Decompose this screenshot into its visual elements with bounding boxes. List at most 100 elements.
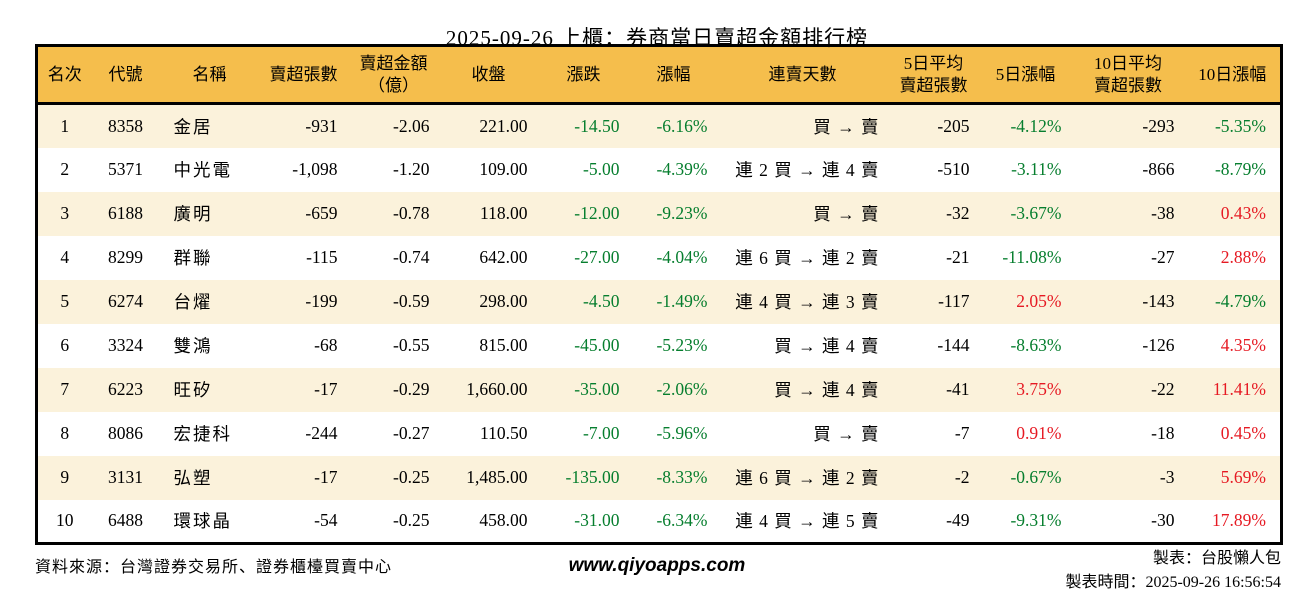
- cell-pct10: 2.88%: [1184, 235, 1282, 280]
- maker-label: 製表：台股懶人包: [1152, 550, 1281, 567]
- cell-pct10: 0.45%: [1184, 411, 1282, 456]
- cell-code: 8358: [91, 103, 160, 148]
- cell-close: 221.00: [439, 103, 538, 148]
- cell-pct10: 17.89%: [1184, 499, 1282, 544]
- cell-rank: 3: [36, 191, 92, 236]
- cell-net_sell_amount: -0.59: [347, 279, 440, 324]
- cell-avg5: -21: [887, 235, 980, 280]
- cell-change: -45.00: [537, 323, 630, 368]
- cell-net_sell_lots: -68: [259, 323, 348, 368]
- broker-net-sell-ranking-table: 名次 代號 名稱 賣超張數 賣超金額 （億） 收盤 漲跌 漲幅 連賣天數 5日平均 賣超張數 5日漲…: [35, 44, 1283, 545]
- table-row: 7 6223 旺矽 -17 -0.29 1,660.00 -35.00 -2.06% 買 → 連…: [36, 367, 1282, 412]
- cell-net_sell_amount: -1.20: [347, 147, 440, 192]
- cell-change: -14.50: [537, 103, 630, 148]
- cell-close: 1,660.00: [439, 367, 538, 412]
- cell-net_sell_amount: -0.74: [347, 235, 440, 280]
- cell-pct5: 0.91%: [979, 411, 1072, 456]
- cell-change_pct: -5.23%: [629, 323, 718, 368]
- table-row: 5 6274 台燿 -199 -0.59 298.00 -4.50 -1.49% 連 4 買 →…: [36, 279, 1282, 324]
- cell-streak: 買 → 賣: [717, 411, 888, 456]
- cell-streak: 買 → 賣: [717, 103, 888, 148]
- cell-rank: 9: [36, 455, 92, 500]
- cell-change_pct: -2.06%: [629, 367, 718, 412]
- made-time-label: 製表時間：2025-09-26 16:56:54: [1065, 574, 1281, 591]
- table-row: 3 6188 廣明 -659 -0.78 118.00 -12.00 -9.23% 買 → 賣-…: [36, 191, 1282, 236]
- cell-change_pct: -5.96%: [629, 411, 718, 456]
- column-header: 漲跌: [537, 45, 630, 105]
- cell-streak: 連 6 買 → 連 2 賣: [717, 455, 888, 500]
- column-header: 5日平均 賣超張數: [887, 45, 980, 105]
- cell-pct10: -8.79%: [1184, 147, 1282, 192]
- cell-streak: 連 6 買 → 連 2 賣: [717, 235, 888, 280]
- cell-pct10: -5.35%: [1184, 103, 1282, 148]
- cell-code: 6223: [91, 367, 160, 412]
- cell-name: 旺矽: [159, 367, 260, 412]
- cell-pct5: -9.31%: [979, 499, 1072, 544]
- cell-code: 6188: [91, 191, 160, 236]
- cell-change_pct: -6.34%: [629, 499, 718, 544]
- data-source-label: 資料來源：台灣證券交易所、證券櫃檯買賣中心: [35, 559, 393, 576]
- cell-change: -35.00: [537, 367, 630, 412]
- cell-pct10: 11.41%: [1184, 367, 1282, 412]
- column-header: 收盤: [439, 45, 538, 105]
- cell-pct5: 3.75%: [979, 367, 1072, 412]
- cell-net_sell_lots: -54: [259, 499, 348, 544]
- cell-change: -27.00: [537, 235, 630, 280]
- cell-avg10: -18: [1071, 411, 1185, 456]
- table-row: 8 8086 宏捷科 -244 -0.27 110.50 -7.00 -5.96% 買 → 賣-…: [36, 411, 1282, 456]
- cell-code: 8299: [91, 235, 160, 280]
- cell-pct5: -11.08%: [979, 235, 1072, 280]
- cell-name: 台燿: [159, 279, 260, 324]
- cell-avg10: -143: [1071, 279, 1185, 324]
- cell-close: 109.00: [439, 147, 538, 192]
- cell-avg10: -22: [1071, 367, 1185, 412]
- column-header: 10日平均 賣超張數: [1071, 45, 1185, 105]
- cell-change: -135.00: [537, 455, 630, 500]
- cell-pct5: -3.11%: [979, 147, 1072, 192]
- stock-table-body: 1 8358 金居 -931 -2.06 221.00 -14.50 -6.16% 買 → 賣-…: [36, 103, 1282, 544]
- cell-streak: 連 2 買 → 連 4 賣: [717, 147, 888, 192]
- cell-streak: 買 → 連 4 賣: [717, 323, 888, 368]
- cell-rank: 1: [36, 103, 92, 148]
- cell-change: -5.00: [537, 147, 630, 192]
- cell-pct5: -4.12%: [979, 103, 1072, 148]
- table-row: 2 5371 中光電 -1,098 -1.20 109.00 -5.00 -4.39% 連 2 …: [36, 147, 1282, 192]
- cell-pct10: -4.79%: [1184, 279, 1282, 324]
- column-header: 名稱: [159, 45, 260, 105]
- cell-change_pct: -8.33%: [629, 455, 718, 500]
- column-header: 10日漲幅: [1184, 45, 1282, 105]
- cell-pct5: 2.05%: [979, 279, 1072, 324]
- website-link[interactable]: www.qiyoapps.com: [568, 555, 746, 576]
- cell-net_sell_lots: -244: [259, 411, 348, 456]
- cell-net_sell_lots: -659: [259, 191, 348, 236]
- cell-change_pct: -4.39%: [629, 147, 718, 192]
- column-header: 5日漲幅: [979, 45, 1072, 105]
- cell-avg10: -3: [1071, 455, 1185, 500]
- cell-net_sell_amount: -0.78: [347, 191, 440, 236]
- cell-change: -7.00: [537, 411, 630, 456]
- cell-change: -4.50: [537, 279, 630, 324]
- cell-pct5: -3.67%: [979, 191, 1072, 236]
- cell-avg10: -866: [1071, 147, 1185, 192]
- cell-name: 雙鴻: [159, 323, 260, 368]
- cell-net_sell_amount: -0.27: [347, 411, 440, 456]
- cell-net_sell_lots: -17: [259, 367, 348, 412]
- cell-avg5: -144: [887, 323, 980, 368]
- cell-rank: 7: [36, 367, 92, 412]
- table-row: 10 6488 環球晶 -54 -0.25 458.00 -31.00 -6.34% 連 4 買…: [36, 499, 1282, 544]
- cell-avg10: -293: [1071, 103, 1185, 148]
- page-title: 2025-09-26 上櫃：券商當日賣超金額排行榜: [445, 26, 869, 50]
- cell-avg10: -126: [1071, 323, 1185, 368]
- cell-code: 6488: [91, 499, 160, 544]
- cell-avg10: -27: [1071, 235, 1185, 280]
- table-row: 9 3131 弘塑 -17 -0.25 1,485.00 -135.00 -8.33% 連 6 …: [36, 455, 1282, 500]
- cell-streak: 買 → 賣: [717, 191, 888, 236]
- cell-name: 金居: [159, 103, 260, 148]
- cell-change: -31.00: [537, 499, 630, 544]
- cell-change_pct: -1.49%: [629, 279, 718, 324]
- cell-avg10: -30: [1071, 499, 1185, 544]
- table-row: 6 3324 雙鴻 -68 -0.55 815.00 -45.00 -5.23% 買 → 連 4…: [36, 323, 1282, 368]
- cell-rank: 4: [36, 235, 92, 280]
- cell-code: 6274: [91, 279, 160, 324]
- cell-net_sell_amount: -0.55: [347, 323, 440, 368]
